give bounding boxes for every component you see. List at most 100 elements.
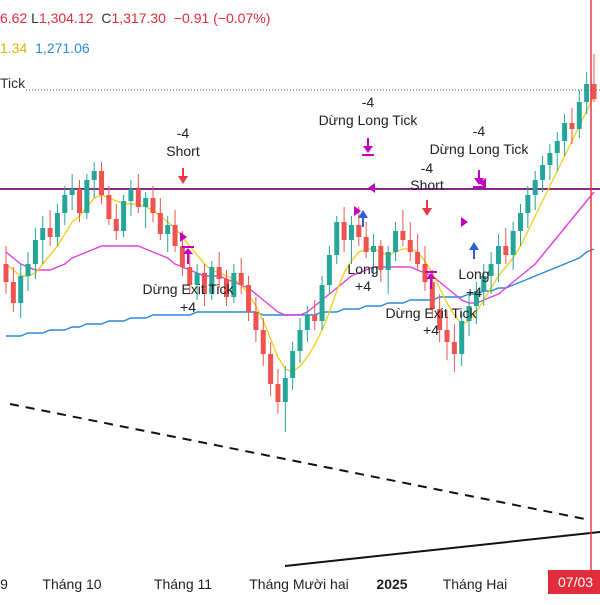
candle-body [260, 330, 266, 354]
x-axis-label-2: Tháng 10 [42, 576, 102, 592]
candle-body [540, 165, 546, 180]
stop-bar-icon [473, 186, 485, 188]
candle-body [341, 222, 347, 240]
candle-body [91, 171, 97, 180]
candle-body [356, 225, 362, 237]
candle-body [591, 84, 597, 99]
candle-body [348, 225, 354, 240]
x-axis-label-5: 2025 [376, 576, 408, 592]
exit-arrow-icon [183, 248, 193, 264]
candle-body [201, 273, 207, 294]
candle-body [400, 231, 406, 240]
candle-body [128, 189, 134, 201]
legend-low-value: 1,304.12 [38, 10, 94, 26]
candle-body [562, 123, 568, 141]
candle-body [363, 237, 369, 252]
candle-body [231, 273, 237, 297]
candle-body [135, 189, 141, 207]
legend-close-label: C [101, 10, 112, 26]
candle-body [569, 123, 575, 129]
ma-legend: 1.34 1,271.06 [0, 40, 90, 56]
candle-body [393, 231, 399, 252]
signal-qty: -4 [362, 94, 375, 110]
stop-arrow-icon [363, 138, 373, 153]
legend-high-partial: 6.62 [0, 10, 28, 26]
candle-body [3, 264, 9, 282]
candle-body [106, 195, 112, 219]
candle-body [297, 330, 303, 351]
candle-body [547, 153, 553, 165]
exit-bar-icon [425, 271, 437, 273]
legend-change: −0.91 (−0.07%) [173, 10, 271, 26]
candle-body [77, 189, 82, 213]
signal-qty: -4 [177, 125, 190, 141]
candle-body [62, 195, 68, 213]
candle-body [268, 354, 274, 384]
candle-body [312, 315, 318, 321]
candle-body [422, 264, 428, 282]
candle-body [488, 264, 494, 276]
signal-label: Short [410, 177, 444, 193]
x-axis-label-6: Tháng Hai [442, 576, 508, 592]
candle-body [40, 228, 46, 240]
side-marker-icon [479, 178, 486, 188]
candle-body [165, 225, 171, 234]
signal-qty: -4 [473, 123, 486, 139]
side-marker-icon [368, 183, 375, 193]
candle-body [576, 102, 582, 129]
signal-qty: +4 [180, 299, 196, 315]
partial-tick-label: Tick [0, 75, 26, 91]
candle-body [282, 378, 288, 402]
candle-body [444, 330, 450, 342]
long-arrow-icon [469, 242, 479, 259]
legend-ma-value: 1,271.06 [35, 40, 90, 56]
candle-body [334, 222, 340, 255]
candle-body [459, 321, 465, 354]
candle-body [429, 282, 435, 309]
signal-label: Short [166, 143, 200, 159]
candle-body [18, 276, 24, 303]
signal-qty: -4 [421, 160, 434, 176]
candle-body [437, 309, 443, 330]
signal-qty: +4 [355, 278, 371, 294]
candle-body [253, 312, 259, 330]
candle-body [224, 279, 229, 297]
dashed-trend-line [9, 403, 591, 521]
candle-body [326, 255, 332, 285]
candle-body [518, 213, 523, 231]
candle-body [216, 267, 222, 279]
candle-body [407, 240, 413, 252]
candle-body [532, 180, 538, 195]
candle-body [238, 273, 244, 285]
legend-ma-partial: 1.34 [0, 40, 28, 56]
candle-body [466, 306, 472, 321]
signal-label: Dừng Long Tick [319, 112, 419, 128]
x-axis-label-4: Tháng Mười hai [249, 576, 349, 592]
candle-body [84, 180, 90, 213]
candle-body [150, 198, 156, 213]
candle-body [121, 201, 127, 231]
short-arrow-icon [422, 200, 432, 216]
candle-body [32, 240, 38, 264]
candle-body [187, 267, 193, 285]
candle-body [143, 198, 149, 207]
candle-body [10, 282, 16, 303]
short-arrow-icon [178, 168, 188, 184]
candle-body [554, 141, 560, 153]
ohlc-legend: 6.62 L1,304.12 C1,317.30 −0.91 (−0.07%) [0, 10, 270, 26]
signal-label: Dừng Exit Tick [142, 281, 234, 297]
candle-body [69, 189, 75, 195]
candle-body [510, 231, 516, 255]
side-marker-icon [461, 217, 468, 227]
candle-body [113, 219, 119, 231]
candle-body [275, 384, 281, 402]
x-axis-label-1: 9 [0, 576, 8, 592]
candle-body [209, 267, 215, 294]
candle-body [47, 228, 53, 237]
candle-body [99, 171, 105, 195]
candle-body [246, 285, 252, 312]
candle-body [319, 285, 325, 321]
signal-qty: +4 [466, 284, 482, 300]
